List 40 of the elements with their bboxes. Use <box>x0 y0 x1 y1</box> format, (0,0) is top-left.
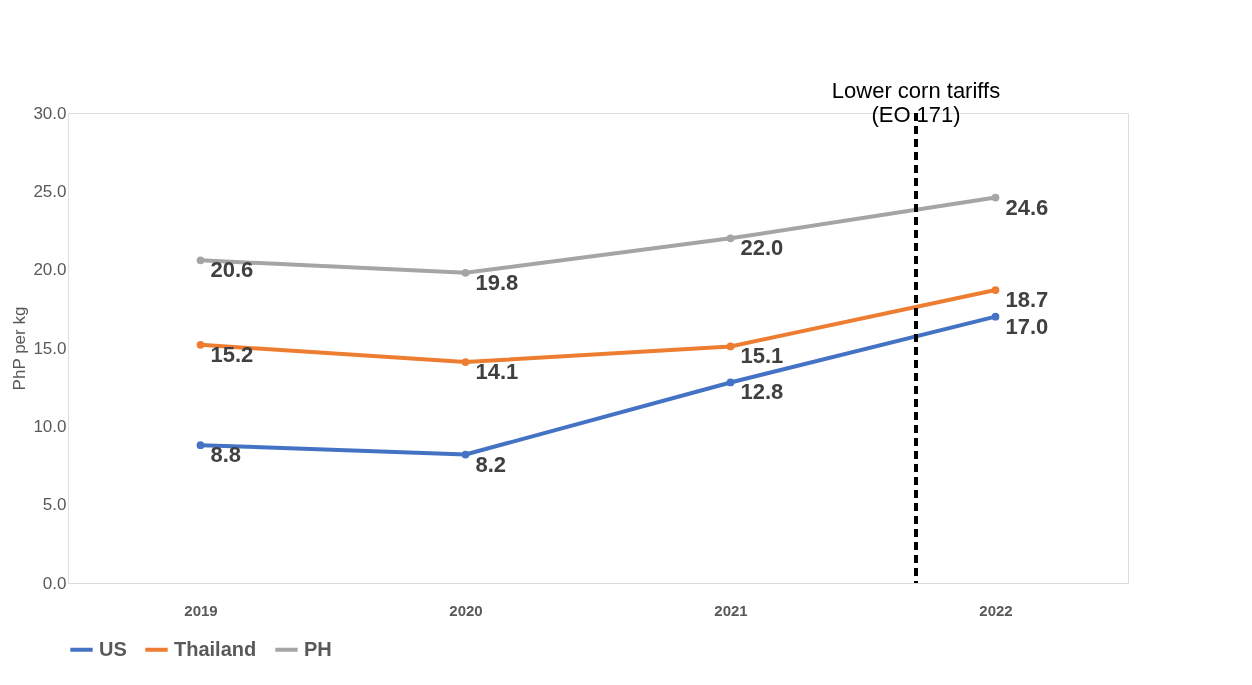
legend-label: US <box>99 637 127 660</box>
point <box>726 234 735 243</box>
x-tick-label: 2020 <box>449 601 483 619</box>
y-tick-label: 25.0 <box>33 181 67 201</box>
data-label: 22.0 <box>740 235 784 261</box>
point <box>196 256 205 265</box>
x-tick-label: 2021 <box>714 601 748 619</box>
point <box>461 268 470 277</box>
data-label: 19.8 <box>475 269 519 295</box>
point <box>461 358 470 366</box>
data-label: 15.1 <box>740 343 784 369</box>
point <box>991 193 1000 202</box>
point <box>461 450 470 459</box>
point <box>196 441 205 449</box>
y-tick-label: 0.0 <box>42 573 67 593</box>
data-label: 14.1 <box>475 359 519 385</box>
y-tick-label: 5.0 <box>42 495 67 515</box>
point <box>196 341 205 349</box>
y-tick-label: 15.0 <box>33 338 67 358</box>
legend-label: PH <box>304 637 332 660</box>
x-tick-label: 2019 <box>184 601 218 619</box>
data-label: 12.8 <box>740 379 784 405</box>
data-label: 24.6 <box>1005 194 1049 220</box>
ref-line-label: Lower corn tariffs (EO 171) <box>831 78 1001 127</box>
data-label: 8.8 <box>210 442 242 468</box>
data-label: 8.2 <box>475 451 507 477</box>
legend-label: Thailand <box>174 637 257 660</box>
point <box>991 312 1000 321</box>
point <box>726 342 735 351</box>
y-axis-title: PhP per kg <box>10 306 30 391</box>
data-label: 18.7 <box>1005 287 1049 313</box>
data-label: 20.6 <box>210 257 254 283</box>
y-tick-label: 30.0 <box>33 103 67 123</box>
data-label: 17.0 <box>1005 313 1049 339</box>
point <box>991 286 1000 294</box>
y-tick-label: 20.0 <box>33 260 67 280</box>
x-tick-label: 2022 <box>979 601 1013 619</box>
y-tick-label: 10.0 <box>33 416 67 436</box>
data-label: 15.2 <box>210 341 254 367</box>
point <box>726 378 735 387</box>
